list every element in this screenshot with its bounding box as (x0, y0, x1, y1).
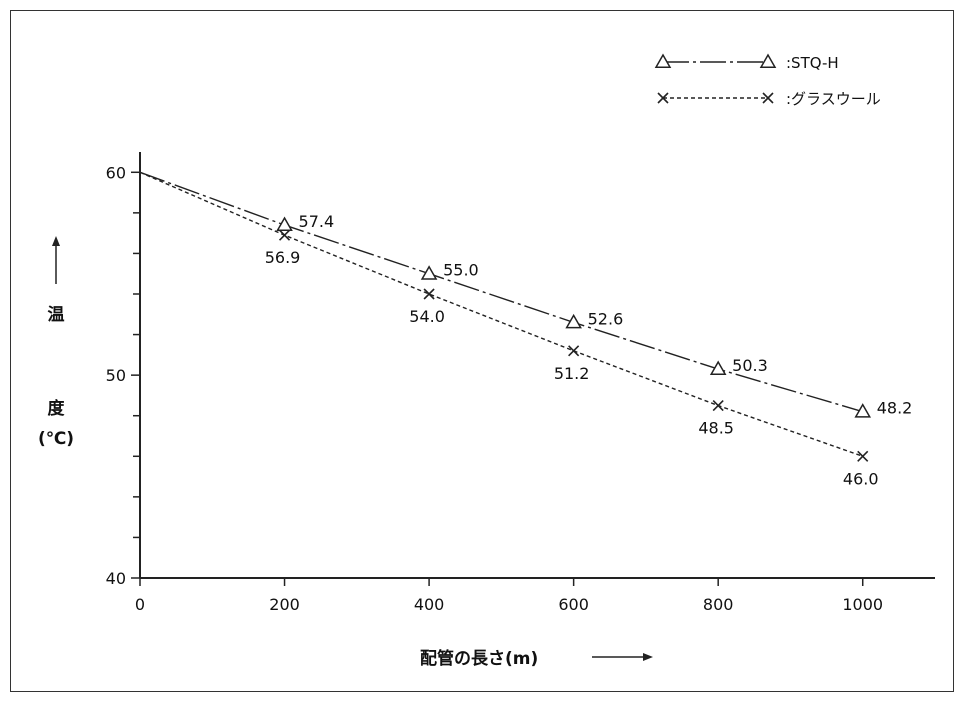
data-labels: 57.4 55.0 52.6 50.3 48.2 56.9 54.0 51.2 48.5 46.0 (265, 212, 913, 488)
cross-stroke-b (857, 450, 869, 462)
triangle-marker (276, 216, 293, 232)
x-axis-arrow-head (643, 653, 653, 661)
y-axis-title-char-1: 温 (48, 305, 65, 325)
x-tick-label: 0 (135, 595, 145, 614)
y-axis-arrow-head (52, 236, 60, 246)
data-label-stqh: 55.0 (443, 261, 479, 280)
data-label-stqh: 57.4 (299, 212, 335, 231)
cross-stroke-b (712, 400, 724, 412)
y-tick-label: 60 (106, 163, 126, 182)
x-tick-label: 400 (414, 595, 445, 614)
triangle-marker (709, 360, 727, 376)
x-tick-label: 1000 (842, 595, 883, 614)
y-axis-title: 温 度 (℃) (38, 236, 74, 449)
data-label-stqh: 48.2 (877, 399, 913, 418)
legend-label-1: :STQ-H (786, 54, 839, 72)
y-tick-label: 40 (106, 569, 126, 588)
data-label-stqh: 52.6 (588, 309, 624, 328)
data-label-glasswool: 51.2 (554, 364, 590, 383)
data-label-glasswool: 48.5 (698, 419, 734, 438)
series-line-2 (139, 171, 863, 457)
triangle-marker (420, 265, 438, 280)
cross-marker (278, 229, 291, 241)
data-label-glasswool: 46.0 (843, 469, 879, 488)
x-tick-label: 800 (703, 595, 734, 614)
cross-stroke-b (423, 288, 435, 300)
legend-triangle-marker (654, 53, 672, 68)
series-line-1 (139, 171, 863, 413)
cross-stroke-b (278, 229, 291, 241)
cross-marker (423, 288, 435, 300)
data-label-glasswool: 54.0 (409, 307, 445, 326)
series-layer (139, 171, 872, 462)
y-tick-label: 50 (106, 366, 126, 385)
cross-stroke-b (762, 92, 774, 104)
legend-cross-marker (657, 92, 669, 104)
legend-cross-marker (762, 92, 774, 104)
y-axis-title-char-3: (℃) (38, 429, 74, 449)
x-axis-title-text: 配管の長さ(m) (420, 648, 538, 669)
x-tick-label: 200 (269, 595, 300, 614)
x-axis-title: 配管の長さ(m) (420, 648, 653, 669)
cross-marker (712, 400, 724, 412)
legend-triangle-marker (759, 53, 777, 68)
data-label-stqh: 50.3 (732, 356, 768, 375)
data-label-glasswool: 56.9 (265, 248, 301, 267)
cross-marker (568, 345, 580, 357)
triangle-marker (565, 313, 582, 329)
cross-stroke-b (657, 92, 669, 104)
legend-label-2: :グラスウール (786, 90, 881, 108)
triangle-marker (854, 403, 872, 418)
cross-marker (857, 450, 869, 462)
x-tick-label: 600 (558, 595, 589, 614)
legend: :STQ-H :グラスウール (654, 53, 881, 108)
cross-stroke-b (568, 345, 580, 357)
y-axis-title-char-2: 度 (48, 398, 66, 419)
